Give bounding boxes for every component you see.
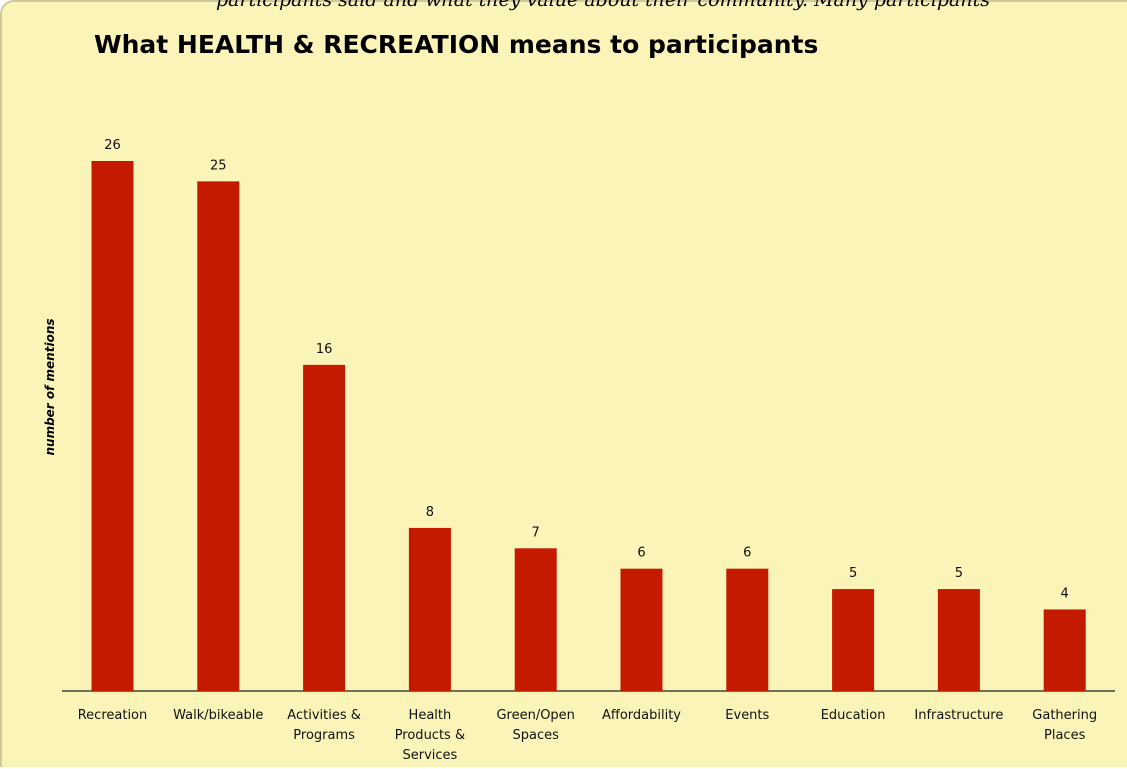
x-tick-label: Recreation xyxy=(78,708,148,723)
bar xyxy=(937,589,980,691)
bar-value-label: 7 xyxy=(532,525,540,540)
bar xyxy=(1043,609,1086,691)
x-tick-label: Infrastructure xyxy=(914,708,1003,723)
x-tick-label: Events xyxy=(725,708,769,723)
x-tick-label: Walk/bikeable xyxy=(173,708,263,723)
x-tick-label: Green/Open Spaces xyxy=(496,708,574,743)
x-tick-label: Activities & Programs xyxy=(287,708,361,743)
bar xyxy=(303,364,346,691)
bar-value-label: 25 xyxy=(210,158,227,173)
x-tick-label: Health Products & Services xyxy=(395,708,465,763)
x-tick-label: Gathering Places xyxy=(1032,708,1097,743)
bar-value-label: 5 xyxy=(849,566,857,581)
bar-value-label: 4 xyxy=(1061,586,1069,601)
bar xyxy=(726,568,769,691)
bar-value-label: 5 xyxy=(955,566,963,581)
bar xyxy=(408,527,451,691)
bar xyxy=(514,548,557,691)
bar-value-label: 6 xyxy=(743,546,751,561)
bar xyxy=(620,568,663,691)
chart-title: What HEALTH & RECREATION means to partic… xyxy=(94,30,819,59)
bar xyxy=(832,589,875,691)
x-tick-label: Education xyxy=(821,708,886,723)
bar xyxy=(197,181,240,691)
clipped-header-text: participants said and what they value ab… xyxy=(216,0,990,11)
bar-value-label: 8 xyxy=(426,505,434,520)
x-tick-label: Affordability xyxy=(602,708,681,723)
bar-value-label: 6 xyxy=(637,546,645,561)
bar-value-label: 26 xyxy=(104,138,121,153)
bar xyxy=(91,161,134,691)
bar-value-label: 16 xyxy=(316,342,333,357)
